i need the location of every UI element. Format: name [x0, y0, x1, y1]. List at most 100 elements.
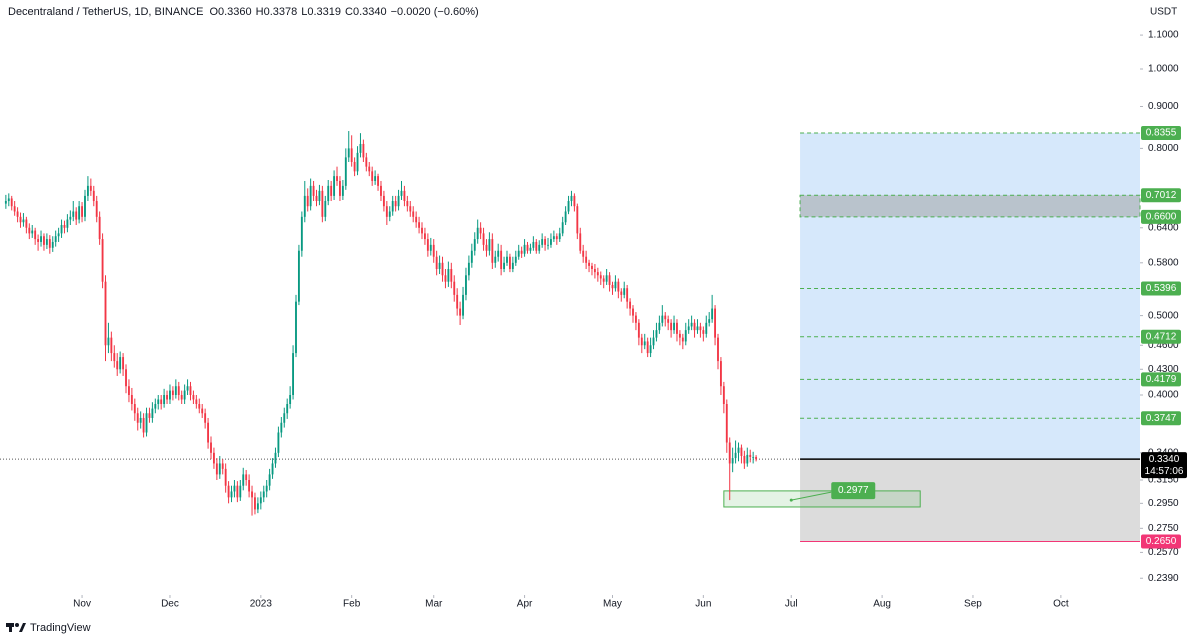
candle-body — [573, 195, 576, 207]
candle-body — [22, 219, 25, 223]
candle-body — [652, 337, 655, 346]
candle-body — [13, 206, 16, 212]
y-tick-label: 0.5800 — [1148, 257, 1179, 268]
candle-body — [274, 452, 277, 464]
candle-body — [344, 157, 347, 186]
candle-body — [614, 281, 617, 289]
candle-body — [289, 395, 292, 405]
level-label: 0.4179 — [1146, 374, 1177, 385]
candle-body — [655, 330, 658, 338]
x-tick-label: May — [603, 599, 622, 610]
candle-body — [204, 413, 207, 423]
profit-zone — [800, 132, 1140, 460]
candle-body — [174, 386, 177, 396]
candle-body — [567, 201, 570, 212]
candle-body — [482, 233, 485, 245]
candle-body — [693, 322, 696, 331]
candle-body — [582, 250, 585, 257]
candle-body — [221, 463, 224, 469]
candle-body — [136, 413, 139, 423]
candle-body — [725, 404, 728, 443]
candle-body — [236, 485, 239, 498]
y-tick-label: 0.4600 — [1148, 340, 1179, 351]
candle-body — [520, 250, 523, 254]
candle-body — [667, 319, 670, 323]
candle-body — [86, 185, 89, 196]
candle-body — [488, 239, 491, 251]
candle-body — [248, 479, 251, 492]
candle-body — [309, 185, 312, 207]
candle-body — [16, 211, 19, 217]
y-tick-label: 1.0000 — [1148, 64, 1179, 75]
candle-body — [300, 216, 303, 251]
candle-body — [186, 386, 189, 391]
level-label: 0.3747 — [1146, 413, 1177, 424]
candle-body — [506, 256, 508, 263]
candle-body — [429, 244, 432, 251]
candle-body — [230, 491, 233, 498]
candle-body — [130, 395, 133, 405]
candle-body — [593, 268, 596, 273]
currency: USDT — [1150, 7, 1177, 18]
last-price-label: 0.3340 — [1149, 454, 1180, 465]
candle-body — [95, 201, 98, 217]
candle-body — [171, 390, 174, 396]
x-tick-label: Aug — [873, 599, 891, 610]
candle-body — [10, 198, 13, 207]
candle-body — [227, 485, 230, 498]
y-tick-label: 0.9000 — [1148, 101, 1179, 112]
candle-body — [470, 250, 473, 263]
candle-body — [737, 447, 740, 453]
candle-body — [403, 190, 406, 202]
candle-body — [377, 176, 379, 186]
candle-body — [635, 315, 637, 323]
candle-body — [385, 206, 388, 217]
candle-body — [122, 357, 125, 370]
candle-body — [444, 275, 447, 282]
countdown-label: 14:57:06 — [1145, 466, 1184, 477]
candle-body — [696, 326, 699, 331]
candle-body — [339, 180, 341, 196]
candle-body — [541, 239, 544, 245]
ohlc-change: −0.0020 (−0.60%) — [391, 6, 479, 18]
candle-body — [690, 322, 693, 327]
candle-body — [321, 190, 324, 217]
candle-body — [708, 319, 711, 323]
candle-body — [192, 395, 195, 400]
y-tick-label: 0.3150 — [1148, 475, 1179, 486]
level-label-bg — [1141, 329, 1181, 344]
candle-body — [740, 447, 743, 456]
candle-body — [476, 227, 479, 240]
x-tick-label: Jul — [785, 599, 798, 610]
stop-label: 0.2650 — [1146, 536, 1177, 547]
candle-body — [719, 361, 722, 387]
candle-body — [157, 399, 160, 405]
candle-body — [462, 294, 464, 316]
level-label: 0.6600 — [1146, 211, 1177, 222]
y-tick-label: 0.6400 — [1148, 222, 1179, 233]
candle-body — [242, 474, 245, 486]
candle-body — [330, 185, 333, 196]
candle-body — [529, 247, 532, 251]
candle-body — [447, 268, 450, 282]
candle-body — [297, 250, 300, 302]
candle-body — [318, 190, 321, 202]
level-label-bg — [1141, 372, 1181, 387]
candle-body — [125, 369, 127, 387]
candle-body — [201, 408, 204, 414]
candle-body — [145, 413, 148, 433]
candle-body — [324, 201, 327, 217]
candle-body — [286, 404, 289, 414]
candle-body — [25, 219, 28, 228]
candle-body — [591, 265, 593, 269]
candle-body — [749, 454, 752, 458]
candle-body — [353, 161, 356, 172]
candle-body — [388, 211, 391, 217]
candle-body — [599, 275, 602, 279]
y-tick-label: 0.2570 — [1148, 547, 1179, 558]
candle-body — [643, 341, 646, 346]
candle-body — [670, 322, 673, 331]
candle-body — [637, 322, 640, 338]
